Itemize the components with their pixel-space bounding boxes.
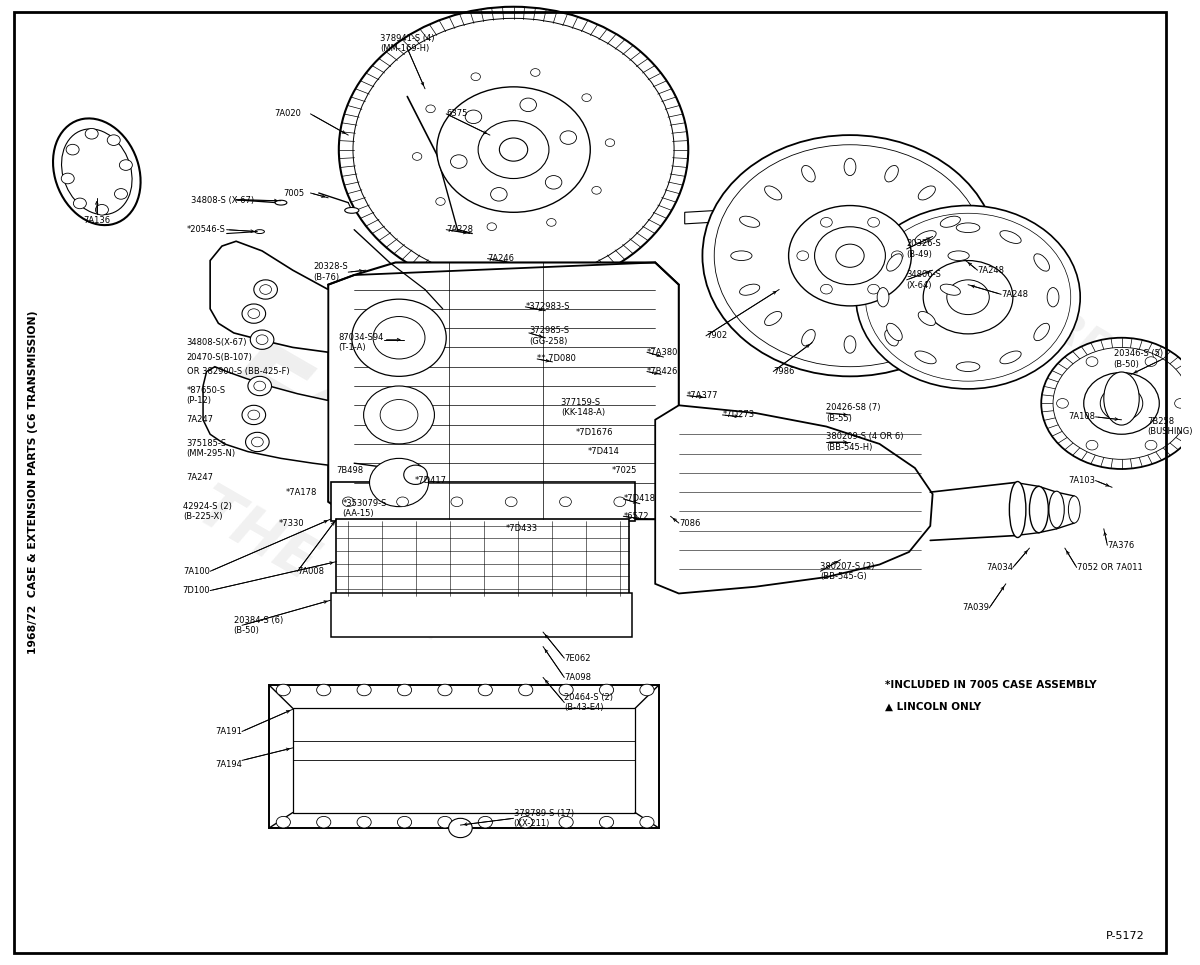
Circle shape bbox=[868, 285, 880, 294]
Circle shape bbox=[246, 432, 269, 452]
Circle shape bbox=[342, 497, 354, 507]
Text: ** 7D080: ** 7D080 bbox=[538, 354, 576, 364]
Text: 7A247: 7A247 bbox=[186, 415, 214, 425]
Text: 7902: 7902 bbox=[706, 331, 727, 341]
Circle shape bbox=[380, 400, 418, 430]
Ellipse shape bbox=[344, 207, 359, 213]
Ellipse shape bbox=[275, 201, 287, 206]
Polygon shape bbox=[655, 405, 932, 593]
Circle shape bbox=[317, 816, 331, 828]
Ellipse shape bbox=[1068, 496, 1080, 523]
Bar bbox=[336, 519, 629, 598]
Circle shape bbox=[397, 684, 412, 696]
Text: 380209-S (4 OR 6)
(BB-545-H): 380209-S (4 OR 6) (BB-545-H) bbox=[827, 432, 904, 452]
Text: 7A108: 7A108 bbox=[1068, 412, 1096, 422]
Circle shape bbox=[437, 87, 590, 212]
Circle shape bbox=[276, 684, 290, 696]
Circle shape bbox=[1042, 338, 1200, 469]
Text: *7330: *7330 bbox=[278, 518, 305, 528]
Polygon shape bbox=[203, 367, 328, 465]
Circle shape bbox=[1175, 399, 1187, 408]
Ellipse shape bbox=[918, 312, 935, 325]
Text: *7A380: *7A380 bbox=[647, 347, 678, 357]
Circle shape bbox=[438, 684, 452, 696]
Text: 7A248: 7A248 bbox=[1001, 290, 1028, 299]
Circle shape bbox=[449, 818, 473, 838]
Text: 7E062: 7E062 bbox=[564, 653, 590, 663]
Text: 7052 OR 7A011: 7052 OR 7A011 bbox=[1076, 563, 1142, 572]
Text: 1968/72  CASE & EXTENSION PARTS (C6 TRANSMISSION): 1968/72 CASE & EXTENSION PARTS (C6 TRANS… bbox=[28, 311, 38, 654]
Ellipse shape bbox=[731, 251, 752, 261]
Circle shape bbox=[797, 251, 809, 261]
Circle shape bbox=[530, 69, 540, 76]
Text: 377159-S
(KK-148-A): 377159-S (KK-148-A) bbox=[560, 398, 605, 417]
Circle shape bbox=[714, 145, 985, 367]
Circle shape bbox=[470, 73, 480, 81]
Circle shape bbox=[605, 139, 614, 147]
Ellipse shape bbox=[887, 323, 902, 341]
Circle shape bbox=[505, 497, 517, 507]
Circle shape bbox=[242, 304, 265, 323]
Circle shape bbox=[254, 381, 265, 391]
Circle shape bbox=[66, 145, 79, 155]
Circle shape bbox=[397, 497, 408, 507]
Circle shape bbox=[370, 458, 428, 507]
Text: 34808-S(X-67): 34808-S(X-67) bbox=[186, 338, 247, 347]
Circle shape bbox=[358, 684, 371, 696]
Circle shape bbox=[317, 684, 331, 696]
Text: *353079-S
(AA-15): *353079-S (AA-15) bbox=[342, 499, 386, 518]
Ellipse shape bbox=[844, 158, 856, 176]
Ellipse shape bbox=[918, 186, 935, 200]
Text: 7A194: 7A194 bbox=[215, 759, 242, 769]
Text: 34806-S
(X-64): 34806-S (X-64) bbox=[907, 270, 942, 290]
Text: FORD: FORD bbox=[200, 330, 556, 596]
Text: *7D273: *7D273 bbox=[722, 410, 755, 420]
Circle shape bbox=[242, 405, 265, 425]
Ellipse shape bbox=[914, 351, 936, 364]
Circle shape bbox=[640, 684, 654, 696]
Ellipse shape bbox=[1034, 254, 1050, 271]
Circle shape bbox=[821, 285, 833, 294]
Ellipse shape bbox=[739, 284, 760, 295]
Text: *7D417: *7D417 bbox=[414, 476, 446, 485]
Text: 34808-S (X-67): 34808-S (X-67) bbox=[191, 196, 254, 206]
Circle shape bbox=[559, 816, 574, 828]
Circle shape bbox=[478, 121, 548, 179]
Ellipse shape bbox=[956, 362, 980, 372]
Circle shape bbox=[600, 816, 613, 828]
Ellipse shape bbox=[802, 165, 815, 182]
Text: *372983-S: *372983-S bbox=[526, 302, 570, 312]
Circle shape bbox=[491, 187, 508, 201]
Circle shape bbox=[107, 135, 120, 146]
Ellipse shape bbox=[1009, 482, 1026, 538]
Polygon shape bbox=[328, 262, 679, 519]
Circle shape bbox=[559, 684, 574, 696]
Ellipse shape bbox=[941, 216, 960, 228]
Bar bbox=[330, 482, 635, 521]
Text: *7A377: *7A377 bbox=[688, 391, 719, 400]
Text: 7005: 7005 bbox=[283, 188, 305, 198]
Circle shape bbox=[352, 299, 446, 376]
Circle shape bbox=[640, 816, 654, 828]
Text: 7A191: 7A191 bbox=[215, 727, 242, 736]
Circle shape bbox=[856, 206, 1080, 389]
Text: 20470-S(B-107): 20470-S(B-107) bbox=[186, 352, 252, 362]
Circle shape bbox=[547, 218, 556, 226]
Circle shape bbox=[868, 217, 880, 227]
Text: 7986: 7986 bbox=[773, 367, 794, 376]
Ellipse shape bbox=[254, 230, 264, 234]
Circle shape bbox=[451, 497, 463, 507]
Ellipse shape bbox=[914, 231, 936, 243]
Circle shape bbox=[426, 105, 436, 113]
Text: *INCLUDED IN 7005 CASE ASSEMBLY: *INCLUDED IN 7005 CASE ASSEMBLY bbox=[886, 680, 1097, 690]
Ellipse shape bbox=[1034, 323, 1050, 341]
Text: 7A136: 7A136 bbox=[83, 215, 110, 225]
Circle shape bbox=[358, 816, 371, 828]
Circle shape bbox=[1100, 386, 1142, 421]
Text: 7A247: 7A247 bbox=[186, 473, 214, 482]
Circle shape bbox=[73, 198, 86, 208]
Circle shape bbox=[251, 330, 274, 349]
Text: 7A248: 7A248 bbox=[978, 265, 1004, 275]
Circle shape bbox=[256, 335, 268, 345]
Ellipse shape bbox=[764, 186, 781, 200]
